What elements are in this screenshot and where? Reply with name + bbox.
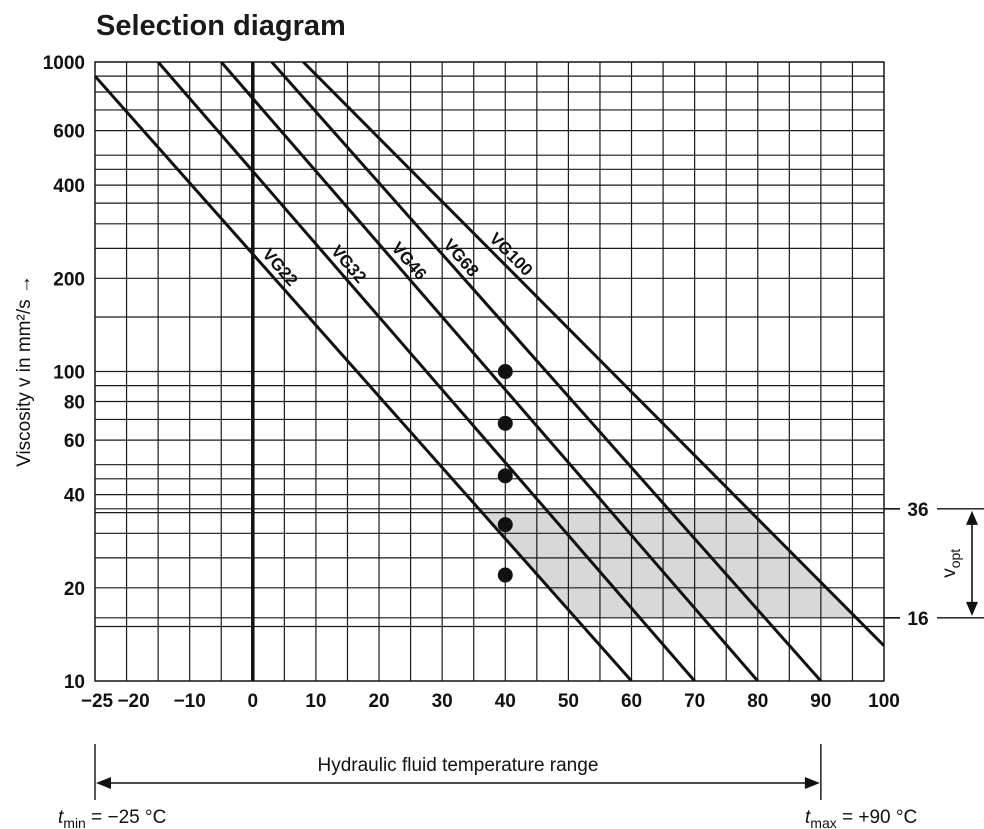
- x-tick-label: 30: [432, 691, 453, 712]
- x-tick-label: 90: [810, 691, 831, 712]
- x-tick-label: 70: [684, 691, 705, 712]
- optimal-range-arrowhead-top: [966, 510, 978, 525]
- optimal-range-label: vopt: [939, 549, 963, 578]
- data-point: [497, 364, 513, 379]
- temp-min-label: tmin = −25 °C: [58, 807, 166, 829]
- x-tick-label: 20: [368, 691, 389, 712]
- x-tick-label: 100: [868, 691, 900, 712]
- x-tick-label: 60: [621, 691, 642, 712]
- y-tick-label: 80: [64, 392, 85, 413]
- y-tick-label: 200: [53, 269, 85, 290]
- data-point: [497, 415, 513, 431]
- series-line-vg46: [220, 62, 759, 681]
- optimal-range-arrowhead-bottom: [966, 601, 978, 616]
- y-tick-label: 10: [64, 672, 85, 693]
- temp-range-arrowhead-left: [96, 777, 111, 789]
- data-point: [497, 567, 513, 583]
- y-tick-label: 20: [64, 579, 85, 600]
- chart-title: Selection diagram: [96, 10, 346, 42]
- x-tick-label: 50: [558, 691, 579, 712]
- y-tick-label: 60: [64, 431, 85, 452]
- data-point: [497, 517, 513, 533]
- y-tick-label: 40: [64, 486, 85, 507]
- temp-range-arrowhead-right: [804, 777, 820, 789]
- series-line-vg22: [95, 75, 633, 681]
- y-axis-label: Viscosity v in mm²/s →: [14, 275, 35, 467]
- temp-range-label: Hydraulic fluid temperature range: [317, 755, 598, 776]
- data-point: [497, 468, 513, 484]
- x-tick-label: 10: [305, 691, 326, 712]
- series-line-vg68: [270, 62, 823, 681]
- optimal-low-label: 16: [907, 609, 928, 630]
- temp-max-label: tmax = +90 °C: [805, 807, 917, 829]
- plot-frame: [94, 61, 885, 682]
- grid: [94, 61, 885, 682]
- y-tick-label: 600: [53, 122, 85, 143]
- y-tick-label: 400: [53, 176, 85, 197]
- y-tick-label: 100: [53, 363, 85, 384]
- series-lines: [95, 62, 884, 681]
- series-line-vg32: [156, 62, 696, 681]
- optimal-range-area: [478, 508, 857, 618]
- x-tick-label: 40: [495, 691, 516, 712]
- x-tick-label: −20: [117, 691, 149, 712]
- x-tick-label: −25: [81, 691, 114, 712]
- x-tick-label: −10: [174, 691, 206, 712]
- optimal-high-label: 36: [907, 500, 928, 521]
- x-tick-label: 80: [747, 691, 768, 712]
- x-tick-label: 0: [248, 691, 259, 712]
- y-tick-label: 1000: [43, 53, 85, 74]
- series-line-vg100: [302, 62, 884, 647]
